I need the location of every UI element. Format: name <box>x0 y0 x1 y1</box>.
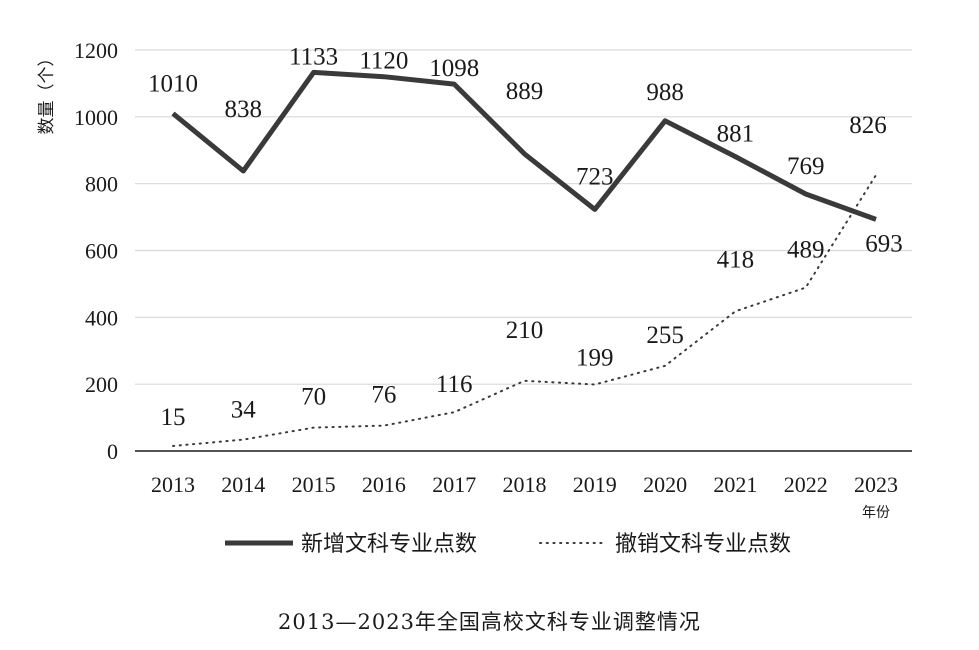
data-label: 1098 <box>429 55 479 82</box>
data-label: 769 <box>787 153 825 180</box>
x-tick-label: 2021 <box>713 472 757 497</box>
x-tick-label: 2015 <box>292 472 336 497</box>
x-tick-label: 2020 <box>643 472 687 497</box>
x-tick-label: 2022 <box>784 472 828 497</box>
y-tick-label: 600 <box>85 239 118 264</box>
legend-label-new: 新增文科专业点数 <box>301 532 477 557</box>
y-tick-label: 200 <box>85 372 118 397</box>
data-label: 693 <box>865 230 903 257</box>
data-label: 418 <box>717 246 755 273</box>
data-label: 255 <box>646 322 684 349</box>
x-tick-label: 2016 <box>362 472 406 497</box>
y-axis-title: 数量（个） <box>37 50 57 135</box>
x-tick-label: 2017 <box>432 472 476 497</box>
data-label: 199 <box>576 345 614 372</box>
x-axis-title: 年份 <box>862 505 890 521</box>
data-label: 1010 <box>148 70 198 97</box>
data-label: 70 <box>301 384 326 411</box>
data-label: 1133 <box>289 43 338 70</box>
data-label: 723 <box>576 163 614 190</box>
data-label: 76 <box>371 382 396 409</box>
data-label: 489 <box>787 237 825 264</box>
data-label: 988 <box>646 79 684 106</box>
y-tick-label: 1000 <box>74 105 118 130</box>
data-label: 34 <box>231 397 257 424</box>
x-tick-label: 2018 <box>503 472 547 497</box>
data-label: 1120 <box>359 48 408 75</box>
x-tick-label: 2014 <box>221 472 265 497</box>
series-line-new <box>171 69 877 222</box>
legend: 新增文科专业点数 撤销文科专业点数 <box>225 532 791 557</box>
x-tick-label: 2013 <box>151 472 195 497</box>
y-tick-label: 400 <box>85 305 118 330</box>
y-tick-labels: 0 200 400 600 800 1000 1200 <box>74 38 118 464</box>
data-label: 889 <box>506 78 544 105</box>
x-tick-labels: 2013 2014 2015 2016 2017 2018 2019 2020 2021 2022… <box>151 472 898 497</box>
series-line-cancelled <box>172 174 877 447</box>
legend-label-cancelled: 撤销文科专业点数 <box>615 532 791 557</box>
data-labels: 1010 838 1133 1120 1098 889 723 988 881 769 693 15 3… <box>148 43 903 431</box>
y-tick-label: 0 <box>107 439 118 464</box>
series-lines <box>171 69 877 447</box>
data-label: 838 <box>225 96 263 123</box>
figure-caption: 2013—2023年全国高校文科专业调整情况 <box>278 610 701 634</box>
x-tick-label: 2023 <box>854 472 898 497</box>
data-label: 15 <box>161 404 186 431</box>
data-label: 881 <box>717 121 755 148</box>
y-tick-label: 800 <box>85 172 118 197</box>
y-tick-label: 1200 <box>74 38 118 63</box>
data-label: 210 <box>506 317 544 344</box>
data-label: 116 <box>436 371 473 398</box>
grid-lines <box>135 49 912 385</box>
x-tick-label: 2019 <box>573 472 617 497</box>
data-label: 826 <box>849 112 887 139</box>
